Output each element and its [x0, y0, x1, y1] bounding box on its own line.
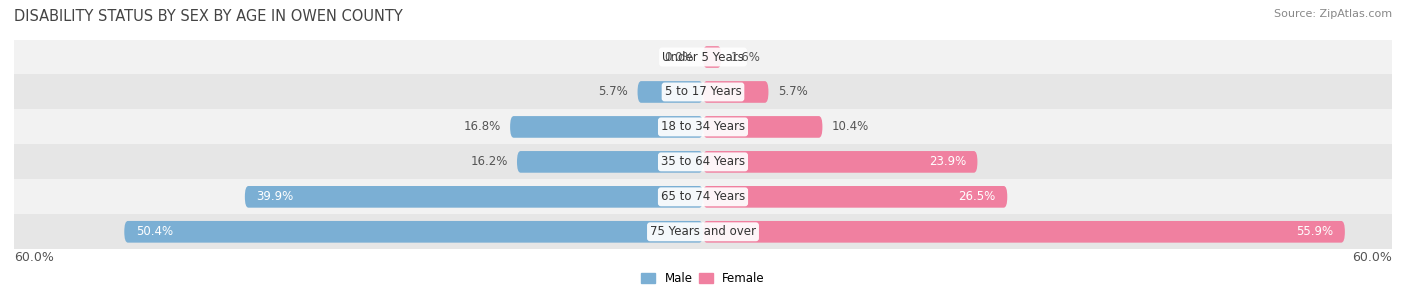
Text: 16.8%: 16.8% [464, 120, 501, 133]
Text: 16.2%: 16.2% [471, 155, 508, 168]
Text: 60.0%: 60.0% [1353, 251, 1392, 264]
FancyBboxPatch shape [517, 151, 703, 173]
Text: 50.4%: 50.4% [136, 225, 173, 238]
FancyBboxPatch shape [703, 151, 977, 173]
Text: 39.9%: 39.9% [256, 190, 294, 203]
Text: Source: ZipAtlas.com: Source: ZipAtlas.com [1274, 9, 1392, 19]
Text: 0.0%: 0.0% [664, 50, 693, 64]
Bar [14, 179, 1392, 214]
Text: 55.9%: 55.9% [1296, 225, 1333, 238]
Text: 65 to 74 Years: 65 to 74 Years [661, 190, 745, 203]
FancyBboxPatch shape [703, 221, 1346, 243]
FancyBboxPatch shape [703, 46, 721, 68]
Bar [14, 40, 1392, 74]
Text: 23.9%: 23.9% [929, 155, 966, 168]
FancyBboxPatch shape [124, 221, 703, 243]
Legend: Male, Female: Male, Female [637, 267, 769, 289]
FancyBboxPatch shape [703, 81, 769, 103]
FancyBboxPatch shape [245, 186, 703, 208]
FancyBboxPatch shape [637, 81, 703, 103]
Text: Under 5 Years: Under 5 Years [662, 50, 744, 64]
Bar [14, 214, 1392, 249]
Text: 60.0%: 60.0% [14, 251, 53, 264]
FancyBboxPatch shape [703, 116, 823, 138]
FancyBboxPatch shape [510, 116, 703, 138]
FancyBboxPatch shape [703, 186, 1007, 208]
Text: 26.5%: 26.5% [959, 190, 995, 203]
Text: 75 Years and over: 75 Years and over [650, 225, 756, 238]
Text: 1.6%: 1.6% [731, 50, 761, 64]
Bar [14, 74, 1392, 109]
Text: 35 to 64 Years: 35 to 64 Years [661, 155, 745, 168]
Text: 18 to 34 Years: 18 to 34 Years [661, 120, 745, 133]
Text: 10.4%: 10.4% [831, 120, 869, 133]
Text: 5 to 17 Years: 5 to 17 Years [665, 85, 741, 98]
Text: DISABILITY STATUS BY SEX BY AGE IN OWEN COUNTY: DISABILITY STATUS BY SEX BY AGE IN OWEN … [14, 9, 402, 24]
Text: 5.7%: 5.7% [599, 85, 628, 98]
Bar [14, 109, 1392, 144]
Bar [14, 144, 1392, 179]
Text: 5.7%: 5.7% [778, 85, 807, 98]
